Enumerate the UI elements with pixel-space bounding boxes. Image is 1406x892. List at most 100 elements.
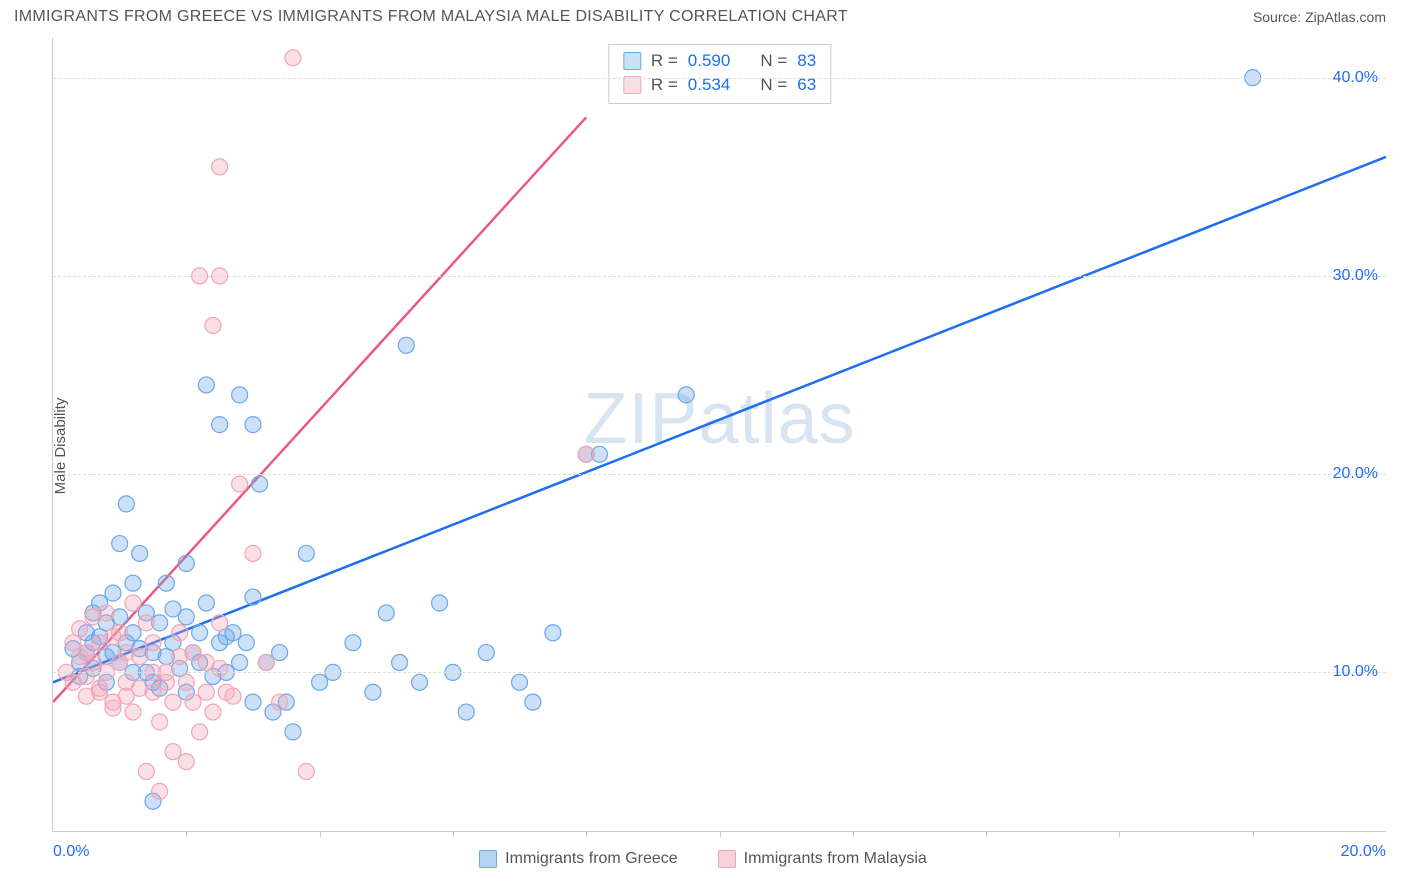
y-tick-label: 40.0% bbox=[1333, 69, 1378, 87]
legend-swatch-greece bbox=[479, 850, 497, 868]
scatter-point bbox=[118, 645, 134, 661]
scatter-point bbox=[85, 654, 101, 670]
scatter-point bbox=[398, 337, 414, 353]
scatter-point bbox=[525, 694, 541, 710]
scatter-point bbox=[578, 446, 594, 462]
scatter-point bbox=[158, 649, 174, 665]
scatter-point bbox=[578, 446, 594, 462]
scatter-point bbox=[125, 575, 141, 591]
scatter-point bbox=[232, 476, 248, 492]
scatter-point bbox=[132, 545, 148, 561]
source-attribution: Source: ZipAtlas.com bbox=[1253, 9, 1386, 25]
scatter-point bbox=[172, 625, 188, 641]
scatter-point bbox=[78, 645, 94, 661]
x-minor-tick bbox=[320, 831, 321, 837]
stats-row-malaysia: R = 0.534 N = 63 bbox=[623, 73, 816, 97]
scatter-point bbox=[178, 555, 194, 571]
x-minor-tick bbox=[586, 831, 587, 837]
scatter-point bbox=[245, 589, 261, 605]
scatter-svg bbox=[53, 38, 1386, 831]
n-value-greece: 83 bbox=[797, 51, 816, 71]
scatter-point bbox=[218, 684, 234, 700]
scatter-point bbox=[158, 575, 174, 591]
x-minor-tick bbox=[720, 831, 721, 837]
scatter-point bbox=[205, 317, 221, 333]
scatter-point bbox=[118, 635, 134, 651]
scatter-point bbox=[212, 615, 228, 631]
scatter-point bbox=[65, 641, 81, 657]
scatter-point bbox=[112, 654, 128, 670]
scatter-point bbox=[158, 674, 174, 690]
scatter-point bbox=[138, 615, 154, 631]
scatter-point bbox=[72, 654, 88, 670]
scatter-point bbox=[245, 417, 261, 433]
scatter-point bbox=[185, 645, 201, 661]
grid-line bbox=[53, 78, 1386, 79]
scatter-point bbox=[185, 694, 201, 710]
scatter-point bbox=[458, 704, 474, 720]
r-value-greece: 0.590 bbox=[688, 51, 731, 71]
scatter-point bbox=[112, 654, 128, 670]
scatter-point bbox=[232, 387, 248, 403]
scatter-point bbox=[118, 674, 134, 690]
scatter-point bbox=[245, 694, 261, 710]
scatter-point bbox=[105, 645, 121, 661]
scatter-point bbox=[98, 615, 114, 631]
scatter-point bbox=[238, 635, 254, 651]
scatter-point bbox=[145, 793, 161, 809]
scatter-point bbox=[145, 684, 161, 700]
scatter-point bbox=[92, 680, 108, 696]
scatter-point bbox=[138, 764, 154, 780]
scatter-point bbox=[412, 674, 428, 690]
y-tick-label: 20.0% bbox=[1333, 465, 1378, 483]
x-minor-tick bbox=[453, 831, 454, 837]
scatter-point bbox=[98, 605, 114, 621]
r-label: R = bbox=[651, 51, 678, 71]
grid-line bbox=[53, 474, 1386, 475]
bottom-legend: Immigrants from Greece Immigrants from M… bbox=[0, 850, 1406, 868]
scatter-point bbox=[72, 649, 88, 665]
scatter-point bbox=[152, 615, 168, 631]
scatter-point bbox=[298, 545, 314, 561]
scatter-point bbox=[125, 625, 141, 641]
scatter-point bbox=[92, 595, 108, 611]
legend-item-malaysia: Immigrants from Malaysia bbox=[718, 850, 927, 868]
scatter-point bbox=[225, 688, 241, 704]
scatter-point bbox=[92, 629, 108, 645]
scatter-point bbox=[252, 476, 268, 492]
scatter-point bbox=[125, 704, 141, 720]
scatter-point bbox=[112, 625, 128, 641]
scatter-point bbox=[65, 635, 81, 651]
scatter-point bbox=[392, 654, 408, 670]
y-tick-label: 30.0% bbox=[1333, 267, 1378, 285]
scatter-point bbox=[545, 625, 561, 641]
scatter-point bbox=[132, 649, 148, 665]
scatter-point bbox=[205, 668, 221, 684]
scatter-point bbox=[105, 585, 121, 601]
scatter-point bbox=[272, 645, 288, 661]
scatter-point bbox=[225, 625, 241, 641]
scatter-point bbox=[132, 680, 148, 696]
scatter-point bbox=[265, 704, 281, 720]
scatter-point bbox=[78, 625, 94, 641]
scatter-point bbox=[105, 629, 121, 645]
scatter-point bbox=[212, 635, 228, 651]
legend-label-malaysia: Immigrants from Malaysia bbox=[744, 850, 927, 868]
scatter-point bbox=[212, 159, 228, 175]
legend-label-greece: Immigrants from Greece bbox=[505, 850, 677, 868]
scatter-point bbox=[145, 674, 161, 690]
scatter-point bbox=[278, 694, 294, 710]
scatter-point bbox=[85, 660, 101, 676]
scatter-point bbox=[192, 654, 208, 670]
scatter-point bbox=[345, 635, 361, 651]
trend-line bbox=[53, 157, 1386, 682]
scatter-point bbox=[145, 635, 161, 651]
chart-plot-area: ZIPatlas R = 0.590 N = 83 R = 0.534 N = … bbox=[52, 38, 1386, 832]
scatter-point bbox=[432, 595, 448, 611]
scatter-point bbox=[105, 694, 121, 710]
scatter-point bbox=[185, 645, 201, 661]
scatter-point bbox=[258, 654, 274, 670]
scatter-point bbox=[78, 645, 94, 661]
scatter-point bbox=[218, 629, 234, 645]
scatter-point bbox=[112, 609, 128, 625]
